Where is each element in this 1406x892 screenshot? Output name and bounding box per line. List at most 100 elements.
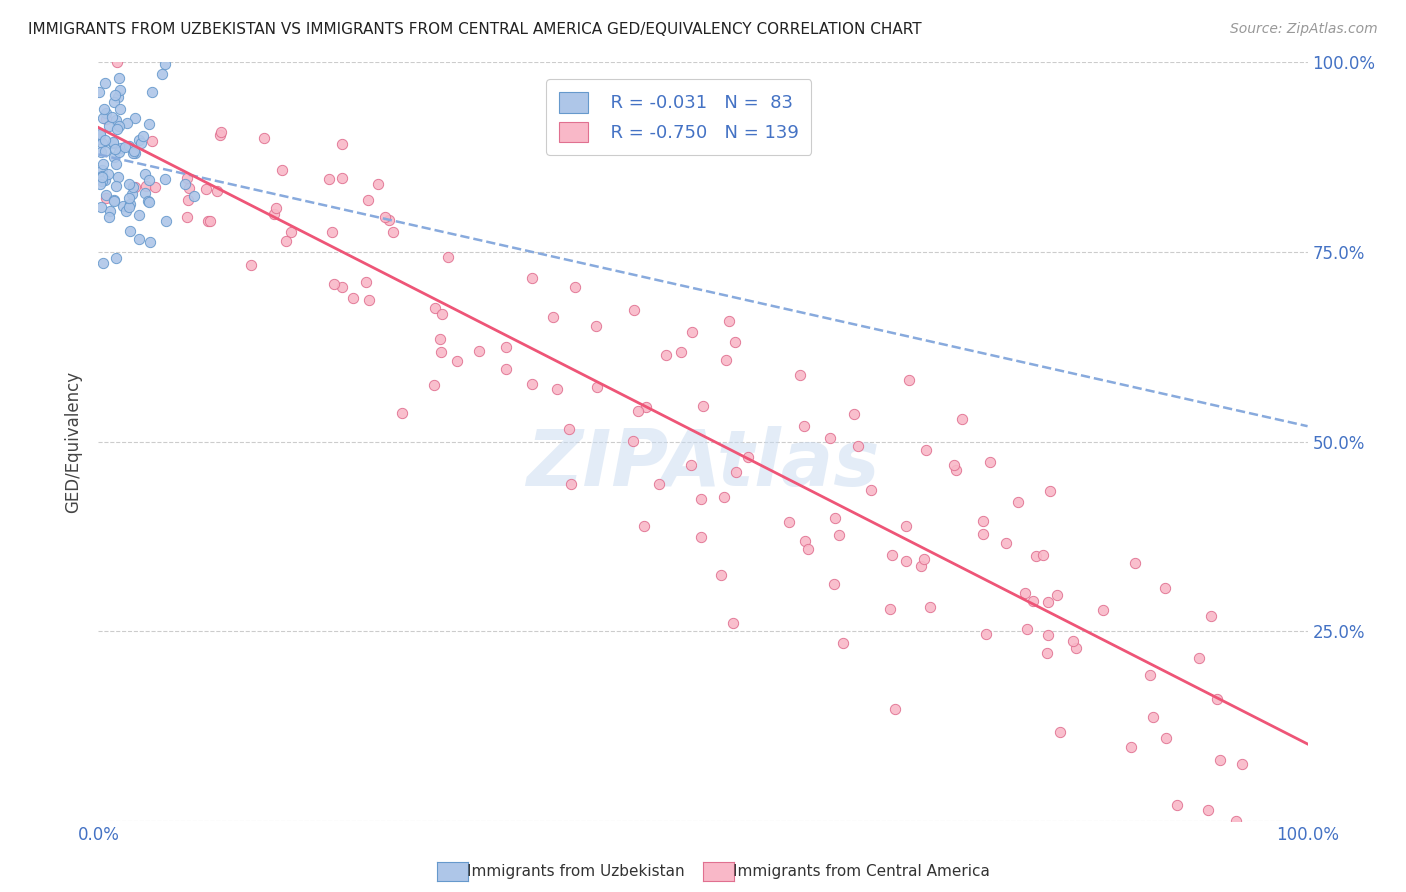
Point bbox=[122, 179, 145, 194]
Point bbox=[90, 136, 112, 150]
Point bbox=[183, 189, 205, 203]
Point bbox=[87, 131, 110, 145]
Point bbox=[138, 117, 160, 131]
Point bbox=[1025, 549, 1047, 563]
Point bbox=[446, 354, 468, 368]
Point bbox=[94, 188, 117, 202]
Point bbox=[1119, 739, 1142, 754]
Point bbox=[495, 362, 517, 376]
Point bbox=[737, 450, 759, 464]
Text: Immigrants from Uzbekistan: Immigrants from Uzbekistan bbox=[467, 864, 685, 879]
Point bbox=[721, 616, 744, 631]
Point bbox=[91, 169, 114, 183]
Point bbox=[118, 177, 141, 191]
Point bbox=[623, 303, 645, 318]
Point bbox=[104, 157, 127, 171]
Point bbox=[692, 399, 714, 413]
Point bbox=[681, 458, 703, 472]
Point bbox=[134, 167, 156, 181]
Point bbox=[718, 314, 741, 328]
Point bbox=[842, 407, 865, 421]
Point bbox=[713, 490, 735, 504]
Point bbox=[197, 214, 219, 228]
Point bbox=[136, 194, 159, 208]
Point bbox=[155, 214, 177, 228]
Point bbox=[541, 310, 564, 324]
Point bbox=[124, 179, 146, 194]
Point bbox=[122, 145, 145, 159]
Point bbox=[1066, 640, 1088, 655]
Point bbox=[972, 526, 994, 541]
Point bbox=[104, 88, 127, 103]
Point bbox=[342, 291, 364, 305]
Point bbox=[93, 133, 115, 147]
Point bbox=[520, 377, 543, 392]
Point bbox=[107, 170, 129, 185]
Point bbox=[724, 465, 747, 479]
Point bbox=[96, 191, 118, 205]
Point bbox=[94, 145, 117, 159]
Point bbox=[94, 173, 117, 187]
Point bbox=[690, 530, 713, 544]
Point bbox=[118, 196, 141, 211]
Point bbox=[90, 169, 112, 184]
Point bbox=[1035, 646, 1057, 660]
Point bbox=[793, 418, 815, 433]
Point bbox=[1142, 709, 1164, 723]
Point bbox=[374, 210, 396, 224]
Point bbox=[105, 113, 128, 128]
Point bbox=[689, 491, 711, 506]
Point bbox=[1015, 623, 1038, 637]
Point bbox=[859, 483, 882, 497]
Point bbox=[323, 277, 346, 292]
Point bbox=[357, 194, 380, 208]
Point bbox=[143, 180, 166, 194]
Point bbox=[101, 110, 124, 124]
Point bbox=[97, 210, 120, 224]
Point bbox=[124, 111, 146, 125]
Point bbox=[882, 548, 904, 562]
Point bbox=[139, 235, 162, 249]
Point bbox=[90, 200, 112, 214]
Point bbox=[89, 128, 111, 142]
Point bbox=[1062, 634, 1084, 648]
Point bbox=[1139, 667, 1161, 681]
Point bbox=[942, 458, 965, 472]
Point bbox=[681, 326, 703, 340]
Point bbox=[108, 70, 131, 85]
Point bbox=[253, 131, 276, 145]
Point bbox=[280, 225, 302, 239]
Point bbox=[108, 83, 131, 97]
Point bbox=[117, 200, 139, 214]
Point bbox=[724, 334, 747, 349]
Point bbox=[179, 181, 201, 195]
Point bbox=[121, 187, 143, 202]
Point bbox=[648, 477, 671, 491]
Point bbox=[972, 514, 994, 528]
Point bbox=[264, 201, 287, 215]
Point bbox=[1038, 594, 1060, 608]
Point bbox=[897, 373, 920, 387]
Point bbox=[377, 212, 399, 227]
Point bbox=[546, 382, 568, 396]
Point bbox=[381, 226, 404, 240]
Point bbox=[132, 129, 155, 144]
Point bbox=[105, 122, 128, 136]
Point bbox=[135, 179, 157, 194]
Point bbox=[1039, 483, 1062, 498]
Point bbox=[93, 103, 115, 117]
Point bbox=[138, 173, 160, 187]
Point bbox=[155, 172, 177, 186]
Point bbox=[430, 344, 453, 359]
Point bbox=[321, 225, 343, 239]
Point bbox=[1021, 593, 1043, 607]
Point bbox=[945, 463, 967, 477]
Point bbox=[920, 599, 942, 614]
Point bbox=[633, 519, 655, 533]
Point bbox=[129, 136, 152, 150]
Point bbox=[1049, 724, 1071, 739]
Point bbox=[101, 136, 124, 150]
Point bbox=[124, 146, 146, 161]
Text: ZIPAtlas: ZIPAtlas bbox=[526, 426, 880, 502]
Point bbox=[896, 519, 918, 533]
